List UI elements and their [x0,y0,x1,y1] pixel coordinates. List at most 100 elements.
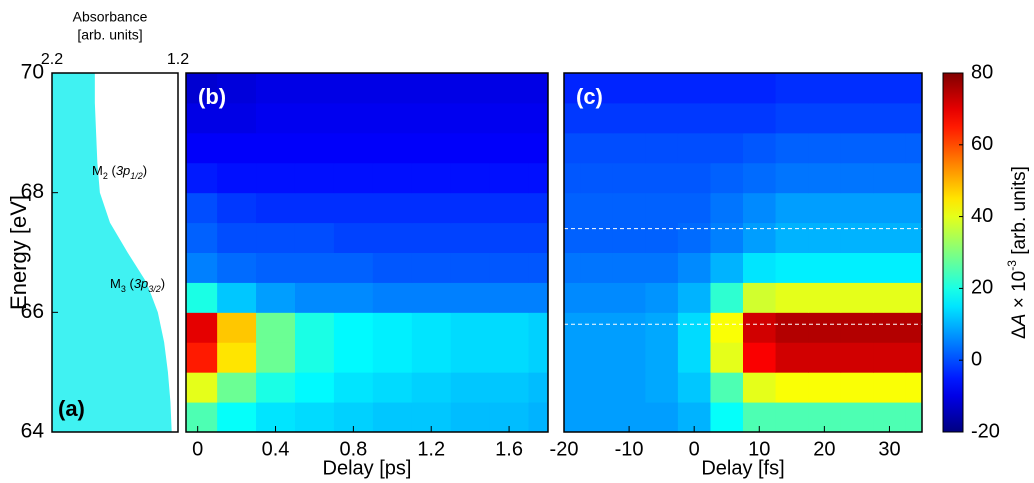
heatmap-cell [775,102,809,134]
heatmap-cell [294,342,335,373]
heatmap-cell [743,162,777,194]
heatmap-cell [840,342,874,373]
heatmap-cell [743,222,777,253]
transition-label-part: ) [143,163,147,178]
heatmap-cell [256,342,296,373]
heatmap-cell [808,132,842,164]
heatmap-cell [743,102,777,134]
panel-label: (a) [58,396,85,421]
x-axis-title: Delay [fs] [701,457,784,479]
heatmap-cell [580,402,614,432]
heatmap-cell [710,282,744,313]
heatmap-cell [905,402,922,432]
colorbar-title-part: × 10 [1009,271,1030,314]
x-tick-label: 30 [878,438,900,460]
heatmap-cell [710,312,744,343]
heatmap-cell [564,192,581,224]
heatmap-cell [186,342,218,373]
panel-label: (c) [576,84,603,109]
heatmap-cell [333,252,374,283]
heatmap-cell [612,342,646,373]
heatmap-cell [411,222,452,253]
heatmap-cell [677,252,711,283]
heatmap-cell [808,102,842,134]
heatmap-cell [333,132,374,164]
heatmap-cell [710,162,744,194]
heatmap-cell [256,132,296,164]
heatmap-cell [294,372,335,403]
heatmap-cell [710,192,744,224]
x-tick-label: -10 [615,438,644,460]
heatmap-cell [450,222,491,253]
heatmap-cell [564,402,581,432]
heatmap-cell [775,73,809,104]
transition-label: M3 (3p3/2) [110,276,165,294]
heatmap-cell [840,73,874,104]
heatmap-cell [775,342,809,373]
transition-label-part: 3 [121,284,126,294]
heatmap-cell [808,73,842,104]
panel-label: (b) [198,84,226,109]
heatmap-cell [450,282,491,313]
heatmap-cell [372,312,413,343]
colorbar-title-part: A [1009,314,1030,328]
heatmap-cell [580,132,614,164]
heatmap-cell [743,73,777,104]
heatmap-cell [256,192,296,224]
heatmap-cell [372,162,413,194]
heatmap-cell [808,282,842,313]
heatmap-cell [677,73,711,104]
heatmap-cell [580,252,614,283]
heatmap-cell [840,162,874,194]
heatmap-cell [710,372,744,403]
heatmap-cell [564,222,581,253]
heatmap-cell [564,342,581,373]
heatmap-cell [873,282,907,313]
heatmap-cell [333,192,374,224]
heatmap-cell [411,102,452,134]
heatmap-cell [775,252,809,283]
heatmap-cell [905,372,922,403]
x-tick-label: 1.2 [417,438,445,460]
x-axis-title: [arb. units] [77,27,142,43]
heatmap-cell [905,102,922,134]
colorbar-tick-label: 40 [971,205,993,227]
y-tick-label: 66 [21,300,44,323]
heatmap-cell [612,192,646,224]
heatmap-cell [489,252,530,283]
heatmap-cell [294,73,335,104]
heatmap-cell [411,73,452,104]
heatmap-cell [256,372,296,403]
heatmap-cell [411,312,452,343]
absorbance-area [52,73,172,432]
heatmap-cell [677,372,711,403]
heatmap-cell [905,162,922,194]
heatmap-cell [775,402,809,432]
heatmap-cell [905,73,922,104]
x-tick-label: 2.2 [41,51,63,68]
x-tick-label: 0 [192,438,203,460]
heatmap-cell [775,192,809,224]
heatmap-cell [450,402,491,432]
heatmap-cell [612,162,646,194]
heatmap-cell [294,222,335,253]
heatmap-cell [294,192,335,224]
heatmap-cell [294,132,335,164]
heatmap-cell [450,192,491,224]
heatmap-cell [580,372,614,403]
heatmap-cell [612,73,646,104]
heatmap-cell [450,312,491,343]
colorbar [942,72,964,433]
heatmap-cell [489,312,530,343]
heatmap-cell [840,252,874,283]
heatmap-cell [333,73,374,104]
heatmap-cell [873,252,907,283]
heatmap-cell [333,162,374,194]
heatmap-cell [217,132,257,164]
heatmap-cell [528,282,548,313]
transition-label-part: 3p [134,276,148,291]
heatmap-cell [186,192,218,224]
heatmap-cell [564,312,581,343]
y-tick-label: 68 [21,180,44,203]
heatmap-cell [873,222,907,253]
